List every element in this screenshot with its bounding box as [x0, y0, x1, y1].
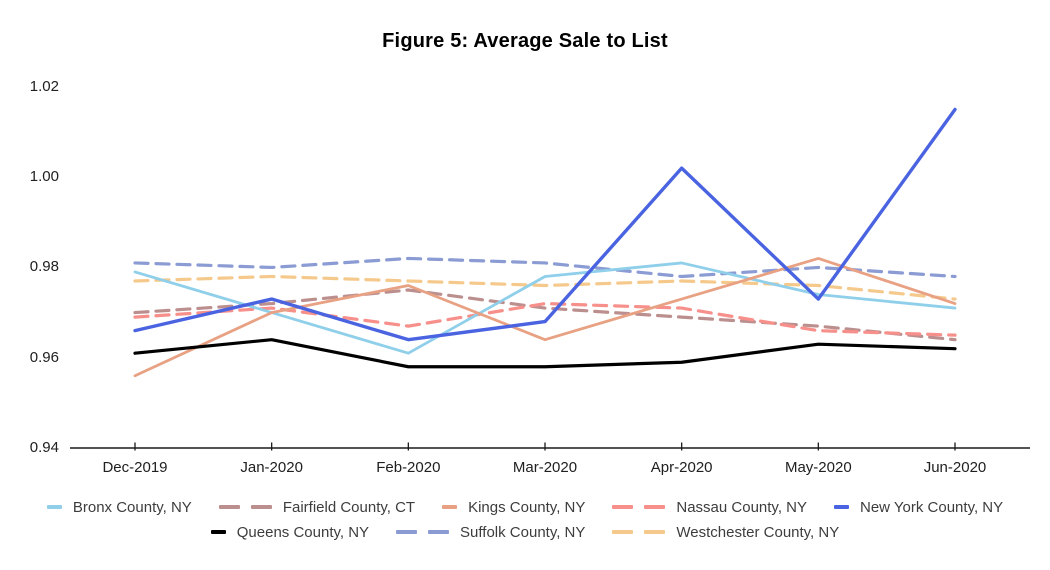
y-axis-tick-label: 1.02	[29, 77, 59, 95]
legend-item-westchester-county-ny: Westchester County, NY	[612, 524, 839, 541]
x-axis-tick-label: Dec-2019	[102, 459, 168, 476]
x-axis-tick-label: Mar-2020	[512, 459, 578, 476]
y-axis-tick-label: 0.98	[29, 258, 59, 276]
legend-label: Westchester County, NY	[676, 523, 840, 541]
series-line-westchester-county-ny	[133, 274, 957, 301]
legend-swatch-dashed	[218, 504, 272, 510]
x-axis-tick-label: Jan-2020	[240, 459, 303, 476]
legend-item-nassau-county-ny: Nassau County, NY	[612, 499, 807, 516]
legend-label: Nassau County, NY	[676, 498, 807, 516]
x-axis-tick-label: Jun-2020	[923, 459, 987, 476]
legend-swatch-dashed	[612, 529, 666, 535]
legend-label: Fairfield County, CT	[282, 498, 416, 516]
legend-item-kings-county-ny: Kings County, NY	[442, 499, 585, 516]
series-line-nassau-county-ny	[133, 301, 957, 337]
legend-item-fairfield-county-ct: Fairfield County, CT	[218, 498, 416, 516]
series-line-new-york-county-ny	[133, 107, 957, 342]
legend-label: Bronx County, NY	[72, 498, 192, 516]
legend-swatch-solid	[442, 504, 458, 510]
legend-label: New York County, NY	[860, 498, 1004, 516]
legend-swatch-dashed	[612, 504, 666, 510]
legend-item-queens-county-ny: Queens County, NY	[210, 523, 370, 541]
chart-legend: Bronx County, NY Fairfield County, CT King…	[0, 496, 1050, 543]
x-axis-tick-label: May-2020	[784, 459, 852, 476]
legend-item-bronx-county-ny: Bronx County, NY	[46, 498, 192, 516]
y-axis-tick-label: 1.00	[29, 168, 59, 186]
legend-label: Suffolk County, NY	[460, 523, 586, 541]
x-axis-tick-label: Apr-2020	[650, 459, 713, 476]
legend-swatch-dashed	[396, 529, 450, 535]
legend-swatch-solid	[210, 529, 226, 535]
legend-item-suffolk-county-ny: Suffolk County, NY	[396, 524, 585, 541]
legend-swatch-solid	[46, 504, 62, 510]
y-axis-tick-label: 0.94	[29, 439, 59, 456]
legend-row: Queens County, NY Suffolk County, NY Westc…	[210, 521, 839, 543]
legend-label: Queens County, NY	[236, 523, 370, 541]
legend-swatch-solid	[834, 504, 849, 510]
y-axis-tick-label: 0.96	[29, 348, 59, 366]
series-line-kings-county-ny	[133, 257, 957, 378]
legend-label: Kings County, NY	[468, 498, 586, 516]
legend-row: Bronx County, NY Fairfield County, CT King…	[46, 496, 1003, 518]
series-line-suffolk-county-ny	[133, 256, 957, 279]
series-line-fairfield-county-ct	[133, 288, 957, 342]
series-line-queens-county-ny	[133, 338, 957, 369]
x-axis-tick-label: Feb-2020	[376, 459, 441, 476]
chart-title: Figure 5: Average Sale to List	[382, 30, 668, 52]
legend-item-new-york-county-ny: New York County, NY	[834, 499, 1003, 516]
